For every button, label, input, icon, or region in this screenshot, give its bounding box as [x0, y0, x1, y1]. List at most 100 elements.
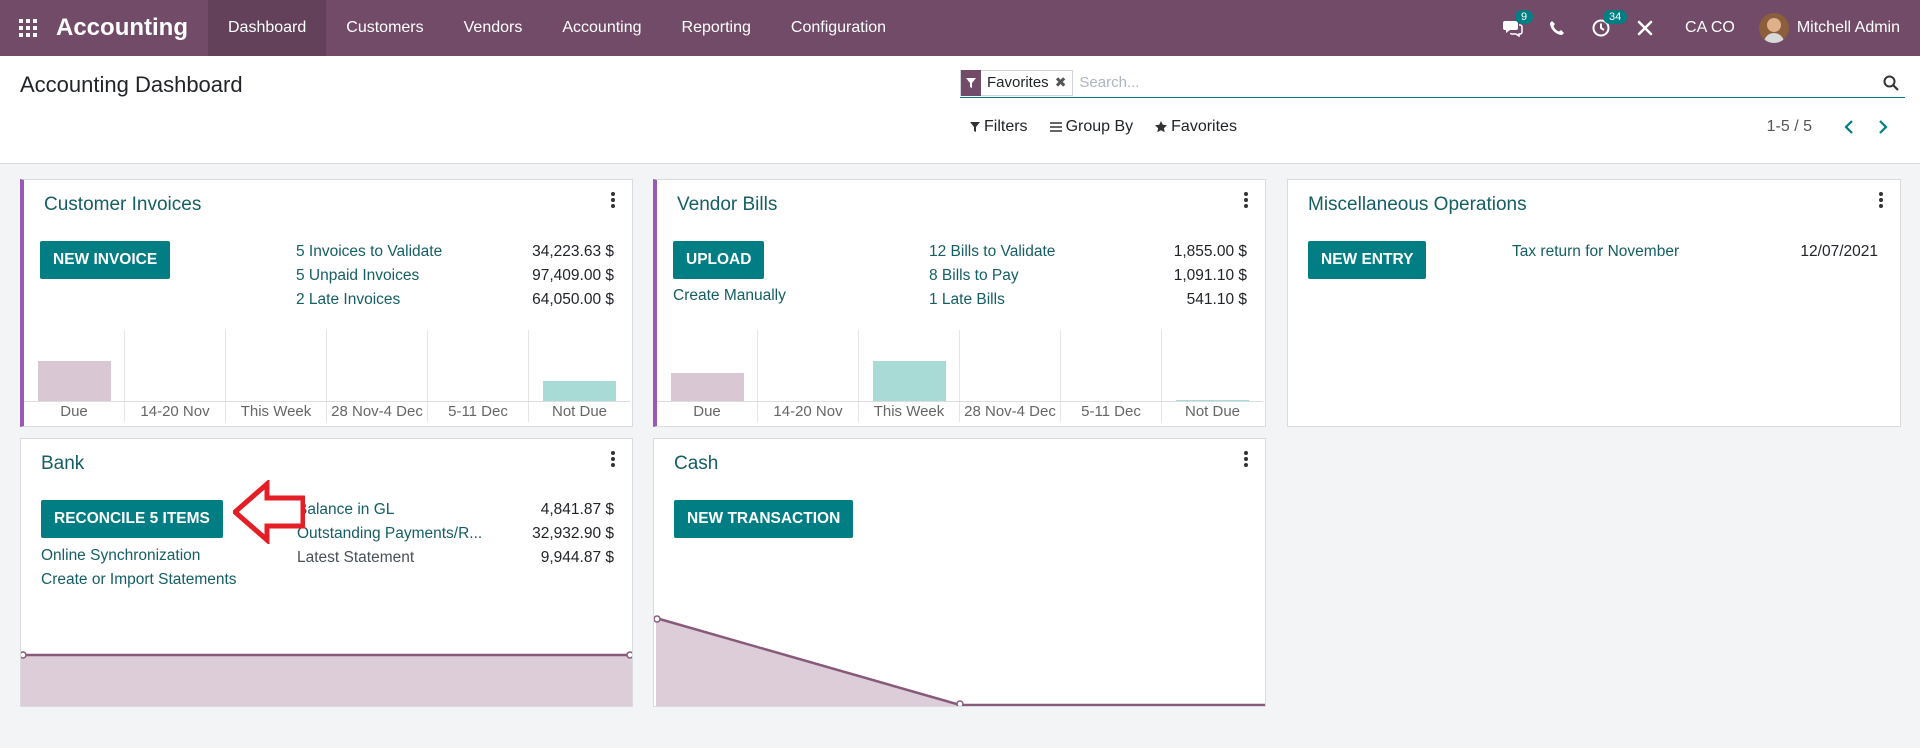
stat-label[interactable]: Balance in GL: [297, 501, 395, 518]
pager-value[interactable]: 1-5 / 5: [1766, 118, 1812, 135]
menu-accounting[interactable]: Accounting: [562, 19, 642, 36]
stat-row: 5 Invoices to Validate: [296, 243, 442, 261]
stat-row: 12 Bills to Validate: [929, 243, 1055, 261]
stat-value: 64,050.00 $: [532, 291, 614, 308]
stat-label[interactable]: 5 Unpaid Invoices: [296, 267, 420, 284]
menu-customers[interactable]: Customers: [346, 19, 424, 36]
top-navbar: Accounting Dashboard Customers Vendors A…: [0, 0, 1920, 56]
pager: 1-5 / 5: [1767, 118, 1900, 136]
facet-label: Favorites: [987, 74, 1049, 91]
card-title[interactable]: Customer Invoices: [44, 194, 202, 215]
activities-button[interactable]: 34: [1579, 0, 1628, 56]
online-sync-link[interactable]: Online Synchronization: [41, 547, 201, 564]
card-menu-icon[interactable]: [1241, 190, 1251, 210]
menu-reporting[interactable]: Reporting: [681, 19, 751, 36]
phone-button[interactable]: [1535, 0, 1579, 56]
graph-label: 5-11 Dec: [448, 403, 508, 420]
stat-value: 541.10 $: [1186, 291, 1247, 308]
graph-bar[interactable]: [873, 361, 946, 402]
phone-icon: [1550, 21, 1565, 35]
company-switcher[interactable]: CA CO: [1685, 19, 1735, 36]
graph-baseline: [657, 401, 1263, 402]
new-entry-button[interactable]: NEW ENTRY: [1308, 241, 1427, 279]
misc-item-link[interactable]: Tax return for November: [1512, 243, 1680, 260]
menu-vendors[interactable]: Vendors: [463, 19, 523, 36]
graph-column: 5-11 Dec: [1061, 330, 1162, 422]
graph-label: 14-20 Nov: [140, 403, 210, 420]
search-facet: Favorites ✖: [960, 69, 1074, 96]
stat-row: 5 Unpaid Invoices: [296, 267, 419, 285]
cash-area: [656, 618, 1265, 706]
debug-tools-button[interactable]: [1623, 0, 1667, 56]
groupby-button[interactable]: Group By: [1049, 118, 1133, 136]
filters-button[interactable]: Filters: [970, 118, 1028, 136]
annotation-arrow-icon: [233, 480, 305, 544]
card-menu-icon[interactable]: [608, 190, 618, 210]
search-input[interactable]: [1079, 74, 1877, 91]
stat-value: 9,944.87 $: [540, 549, 614, 566]
messages-badge: 9: [1515, 10, 1534, 24]
pager-next-icon[interactable]: [1866, 120, 1900, 134]
stat-label[interactable]: Latest Statement: [297, 549, 415, 566]
card-title[interactable]: Cash: [674, 453, 719, 474]
menu-dashboard[interactable]: Dashboard: [208, 0, 327, 56]
user-menu[interactable]: Mitchell Admin: [1758, 13, 1920, 43]
stat-value: 4,841.87 $: [540, 501, 614, 518]
cash-balance-graph[interactable]: [654, 614, 1265, 706]
stat-label[interactable]: 2 Late Invoices: [296, 291, 401, 308]
control-panel: Accounting Dashboard Favorites ✖ Filters…: [0, 56, 1920, 164]
customer-invoices-card: Customer Invoices NEW INVOICE 5 Invoices…: [20, 179, 633, 427]
new-transaction-button[interactable]: NEW TRANSACTION: [674, 500, 854, 538]
upload-button[interactable]: UPLOAD: [673, 241, 765, 279]
graph-bar[interactable]: [671, 373, 744, 402]
card-menu-icon[interactable]: [608, 449, 618, 469]
tools-icon: [1637, 20, 1653, 36]
graph-label: Due: [693, 403, 721, 420]
stat-label[interactable]: 8 Bills to Pay: [929, 267, 1019, 284]
stat-row: 8 Bills to Pay: [929, 267, 1019, 285]
stat-row: 1 Late Bills: [929, 291, 1005, 309]
graph-column: 14-20 Nov: [758, 330, 859, 422]
stat-row: Outstanding Payments/R...: [297, 525, 482, 543]
graph-column: 28 Nov-4 Dec: [327, 330, 428, 422]
app-brand[interactable]: Accounting: [56, 14, 188, 41]
stat-row: 2 Late Invoices: [296, 291, 400, 309]
card-menu-icon[interactable]: [1876, 190, 1886, 210]
messages-button[interactable]: 9: [1491, 0, 1535, 56]
import-statements-link[interactable]: Create or Import Statements: [41, 571, 237, 588]
page-title: Accounting Dashboard: [20, 72, 243, 97]
card-menu-icon[interactable]: [1241, 449, 1251, 469]
user-name: Mitchell Admin: [1796, 19, 1900, 36]
card-title[interactable]: Miscellaneous Operations: [1308, 194, 1527, 215]
misc-item-date: 12/07/2021: [1800, 243, 1878, 260]
invoices-aging-graph[interactable]: Due 14-20 Nov This Week 28 Nov-4 Dec 5-11 De…: [24, 330, 630, 422]
facet-close-icon[interactable]: ✖: [1054, 74, 1067, 90]
new-invoice-button[interactable]: NEW INVOICE: [40, 241, 171, 279]
search-icon[interactable]: [1877, 75, 1905, 91]
apps-menu-icon[interactable]: [0, 0, 56, 56]
create-manually-link[interactable]: Create Manually: [673, 287, 786, 304]
graph-bar[interactable]: [543, 381, 616, 402]
card-title[interactable]: Bank: [41, 453, 85, 474]
stat-label[interactable]: 12 Bills to Validate: [929, 243, 1056, 260]
pager-previous-icon[interactable]: [1832, 120, 1866, 134]
stat-label[interactable]: 5 Invoices to Validate: [296, 243, 443, 260]
stat-label[interactable]: 1 Late Bills: [929, 291, 1005, 308]
menu-configuration[interactable]: Configuration: [790, 19, 887, 36]
activities-badge: 34: [1603, 10, 1628, 24]
stat-label[interactable]: Outstanding Payments/R...: [297, 525, 483, 542]
stat-value: 32,932.90 $: [532, 525, 614, 542]
card-title[interactable]: Vendor Bills: [677, 194, 778, 215]
reconcile-button[interactable]: RECONCILE 5 ITEMS: [41, 500, 223, 538]
graph-bar[interactable]: [38, 361, 111, 402]
graph-label: 28 Nov-4 Dec: [964, 403, 1056, 420]
bank-balance-graph[interactable]: [21, 639, 632, 706]
favorites-button[interactable]: Favorites: [1155, 118, 1237, 136]
graph-column: Not Due: [529, 330, 630, 422]
stat-value: 34,223.63 $: [532, 243, 614, 260]
graph-column: 28 Nov-4 Dec: [960, 330, 1061, 422]
cash-point: [654, 615, 661, 623]
balance-point: [21, 651, 27, 659]
bills-aging-graph[interactable]: Due 14-20 Nov This Week 28 Nov-4 Dec 5-11 De…: [657, 330, 1263, 422]
main-menu: Dashboard Customers Vendors Accounting R…: [208, 0, 906, 56]
